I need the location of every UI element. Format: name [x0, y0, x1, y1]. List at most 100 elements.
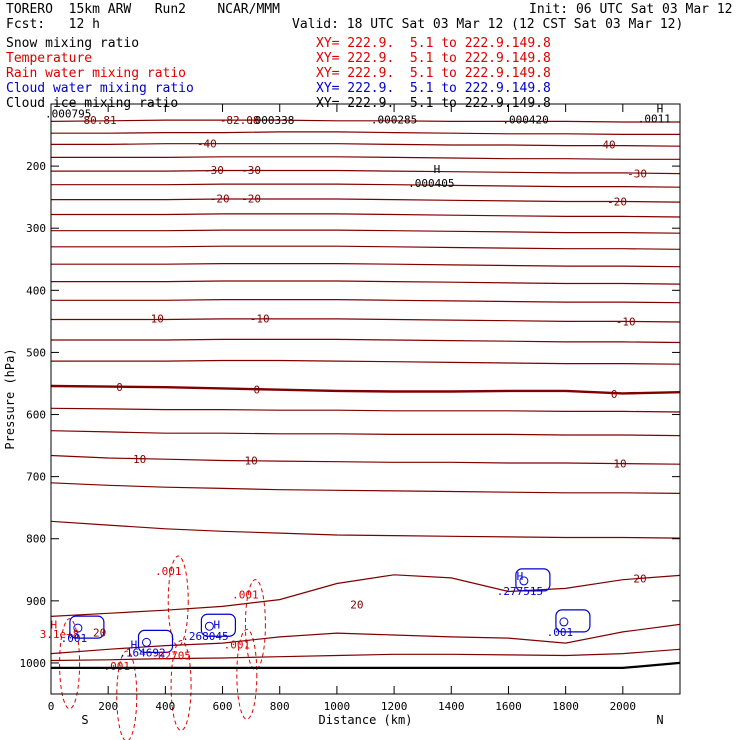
field-xy-cloud-water: XY= 222.9. 5.1 to 222.9.149.8 — [316, 81, 551, 96]
ice-label-0: .000795 — [45, 107, 91, 120]
temperature-contours — [50, 119, 681, 662]
temperature-contour-6 — [51, 198, 681, 203]
cloud-cell-2 — [137, 629, 174, 653]
temperature-label-10: -10 — [144, 312, 164, 325]
temperature-contour-15 — [51, 359, 681, 365]
y-tick-label-6: 800 — [26, 533, 46, 546]
rain-cell-5 — [59, 618, 81, 710]
cloud-core-0 — [519, 576, 529, 586]
temperature-label-0: -80.81 — [77, 114, 117, 127]
temperature-label-8: -20 — [241, 192, 261, 205]
rain-label-5: 3.1e+8 — [40, 628, 80, 641]
temperature-contour-17 — [50, 407, 681, 413]
temperature-label-11: -10 — [250, 312, 270, 325]
rain-cell-4 — [170, 639, 192, 731]
x-tick-label-3: 600 — [213, 700, 233, 713]
cloud-cell-0 — [515, 568, 551, 592]
rain-contours — [59, 555, 266, 740]
plot-frame — [50, 103, 681, 695]
temperature-contour-23 — [50, 623, 681, 655]
temperature-label-6: -30 — [627, 168, 647, 181]
contour-labels: -80.81 -82.08-40 -40-30 -30 -30-20 -20 -20-10-… — [40, 102, 671, 673]
temperature-contour-22 — [50, 574, 681, 617]
y-tick-label-4: 600 — [26, 409, 46, 422]
temperature-label-2: -40 — [197, 138, 217, 151]
x-tick-label-0: 0 — [48, 700, 55, 713]
y-tick-label-5: 700 — [26, 471, 46, 484]
cloud-core-3 — [204, 621, 214, 631]
x-tick-label-4: 800 — [270, 700, 290, 713]
field-name-cloud-water: Cloud water mixing ratio — [6, 81, 194, 96]
y-axis-label: Pressure (hPa) — [3, 348, 17, 449]
temperature-label-12: -10 — [616, 315, 636, 328]
temperature-label-14: 0 — [254, 384, 261, 397]
temperature-label-1: -82.08 — [220, 114, 260, 127]
cloud-water-contours — [69, 568, 591, 653]
cloud-core-4 — [73, 623, 83, 633]
temperature-label-13: 0 — [116, 381, 123, 394]
temperature-label-20: 20 — [633, 572, 646, 585]
field-name-rain: Rain water mixing ratio — [6, 66, 187, 81]
temperature-contour-1 — [51, 131, 680, 135]
rain-label-0: .001 — [155, 565, 182, 578]
y-tick-label-8: 1000 — [20, 657, 47, 670]
axes: 0 200 400 600 800 1000 1200 1400 1600 1800 2000200… — [3, 103, 681, 727]
temperature-label-3: -40 — [596, 138, 616, 151]
x-axis-label: Distance (km) — [319, 713, 413, 727]
high-marker-0: H — [434, 163, 441, 176]
ice-label-2: .000338 — [248, 114, 294, 127]
cloud-core-1 — [559, 617, 569, 627]
high-marker-4: H — [131, 638, 138, 651]
forecast-hour: Fcst: 12 h — [6, 17, 100, 32]
cloud-cell-4 — [69, 615, 105, 639]
ice-label-1: .000405 — [408, 177, 454, 190]
high-marker-5: H — [51, 618, 58, 631]
rain-label-4: .02705 — [151, 649, 191, 662]
field-xy-temperature: XY= 222.9. 5.1 to 222.9.149.8 — [316, 51, 551, 66]
rain-label-2: .001 — [224, 638, 251, 651]
rain-cell-0 — [167, 555, 189, 647]
field-name-temperature: Temperature — [6, 51, 93, 66]
cloud-label-2: .164692 — [119, 646, 165, 659]
temperature-contour-4 — [51, 169, 681, 175]
cloud-core-2 — [141, 637, 151, 647]
temperature-label-18: 10 — [613, 458, 626, 471]
temperature-label-4: -30 — [204, 164, 224, 177]
temperature-contour-11 — [51, 280, 681, 285]
x-tick-label-10: 2000 — [610, 700, 637, 713]
temperature-contour-0 — [50, 119, 680, 123]
high-marker-2: H — [517, 570, 524, 583]
temperature-contour-8 — [51, 229, 681, 234]
x-tick-label-6: 1200 — [381, 700, 408, 713]
temperature-contour-12 — [51, 299, 681, 304]
ice-label-3: .000285 — [371, 114, 417, 127]
y-tick-label-1: 300 — [26, 222, 46, 235]
temperature-contour-5 — [51, 183, 681, 188]
rain-cell-2 — [236, 628, 258, 720]
temperature-label-5: -30 — [241, 164, 261, 177]
temperature-contour-2 — [51, 143, 681, 147]
temperature-contour-13 — [51, 318, 681, 323]
direction-label-right: N — [656, 713, 663, 727]
cloud-label-3: .268045 — [182, 630, 228, 643]
rain-cell-3 — [116, 650, 138, 740]
temperature-label-21: 20 — [93, 627, 106, 640]
temperature-label-19: 20 — [350, 599, 363, 612]
high-marker-3: H — [214, 618, 221, 631]
cloud-cell-1 — [555, 609, 591, 633]
cloud-label-1: .001 — [547, 626, 574, 639]
temperature-label-15: 0 — [611, 388, 618, 401]
rain-label-3: .001 — [104, 660, 131, 673]
temperature-label-7: -20 — [210, 192, 230, 205]
y-tick-label-2: 400 — [26, 284, 46, 297]
cloud-cell-3 — [200, 613, 236, 637]
direction-label-left: S — [81, 713, 88, 727]
y-tick-label-0: 200 — [26, 160, 46, 173]
valid-time: Valid: 18 UTC Sat 03 Mar 12 (12 CST Sat … — [292, 17, 684, 32]
temperature-contour-7 — [51, 213, 681, 218]
x-tick-label-9: 1800 — [552, 700, 579, 713]
x-tick-label-1: 200 — [98, 700, 118, 713]
high-marker-1: H — [657, 102, 664, 115]
y-tick-label-7: 900 — [26, 595, 46, 608]
